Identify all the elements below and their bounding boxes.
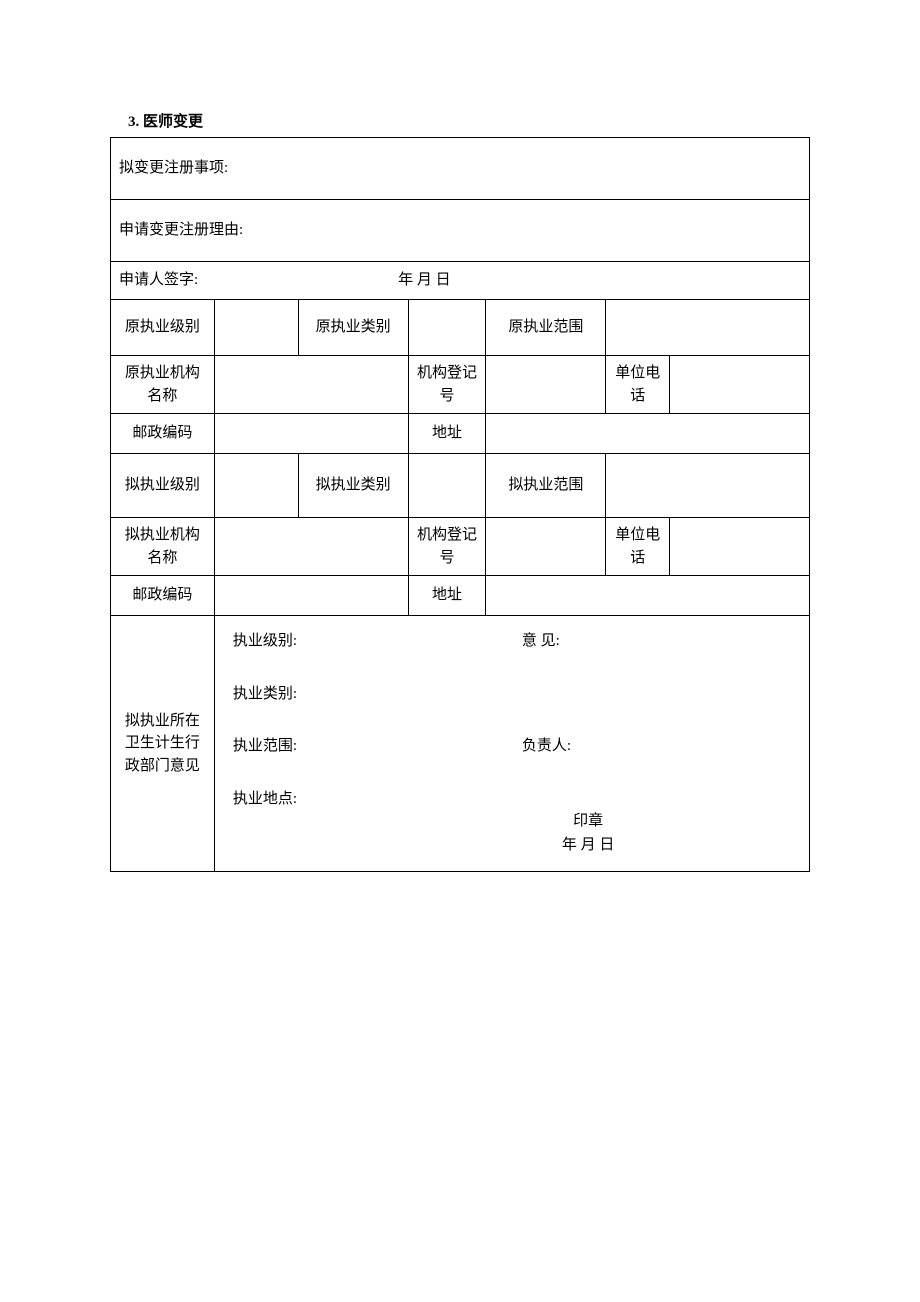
prop-scope-value[interactable] [606,454,810,518]
prop-post-label: 邮政编码 [111,576,215,616]
prop-level-label: 拟执业级别 [111,454,215,518]
opinion-opinion-label: 意 见: [522,630,791,653]
prop-regno-value[interactable] [486,518,606,576]
change-reason-cell[interactable]: 申请变更注册理由: [111,200,810,262]
prop-phone-value[interactable] [670,518,810,576]
prop-post-value[interactable] [214,576,408,616]
prop-org-value[interactable] [214,518,408,576]
opinion-stamp-block: 印章 年 月 日 [562,809,615,857]
orig-addr-value[interactable] [486,414,810,454]
orig-scope-label: 原执业范围 [486,300,606,356]
prop-scope-label: 拟执业范围 [486,454,606,518]
signature-row[interactable]: 申请人签字: 年 月 日 [111,262,810,300]
opinion-level: 执业级别: [233,630,502,653]
change-items-label: 拟变更注册事项: [119,160,228,176]
opinion-left-col: 执业级别: 执业类别: 执业范围: 执业地点: [223,622,512,865]
orig-level-value[interactable] [214,300,298,356]
prop-org-label: 拟执业机构名称 [111,518,215,576]
orig-category-label: 原执业类别 [298,300,408,356]
form-table: 拟变更注册事项: 申请变更注册理由: 申请人签字: 年 月 日 原执业级别 原执… [110,137,810,872]
signature-label: 申请人签字: [119,269,198,292]
opinion-scope: 执业范围: [233,735,502,758]
opinion-person-label: 负责人: [522,735,791,758]
opinion-blank1 [522,683,791,706]
change-items-cell[interactable]: 拟变更注册事项: [111,138,810,200]
orig-org-value[interactable] [214,356,408,414]
prop-regno-label: 机构登记号 [408,518,486,576]
signature-date: 年 月 日 [398,269,451,292]
orig-post-label: 邮政编码 [111,414,215,454]
orig-phone-value[interactable] [670,356,810,414]
opinion-header-label: 拟执业所在卫生计生行政部门意见 [125,713,200,774]
opinion-stamp-text: 印章 [562,809,615,833]
orig-post-value[interactable] [214,414,408,454]
orig-category-value[interactable] [408,300,486,356]
opinion-stamp-date: 年 月 日 [562,833,615,857]
opinion-category: 执业类别: [233,683,502,706]
orig-addr-label: 地址 [408,414,486,454]
opinion-body-cell[interactable]: 执业级别: 执业类别: 执业范围: 执业地点: 意 见: 负责人: 印章 年 月… [214,616,809,872]
section-title: 3. 医师变更 [128,110,810,131]
prop-category-value[interactable] [408,454,486,518]
prop-addr-value[interactable] [486,576,810,616]
orig-phone-label: 单位电话 [606,356,670,414]
orig-regno-value[interactable] [486,356,606,414]
prop-phone-label: 单位电话 [606,518,670,576]
opinion-place: 执业地点: [233,788,502,811]
prop-category-label: 拟执业类别 [298,454,408,518]
change-reason-label: 申请变更注册理由: [119,222,243,238]
orig-regno-label: 机构登记号 [408,356,486,414]
opinion-header-cell: 拟执业所在卫生计生行政部门意见 [111,616,215,872]
opinion-right-col: 意 见: 负责人: 印章 年 月 日 [512,622,801,865]
orig-level-label: 原执业级别 [111,300,215,356]
orig-scope-value[interactable] [606,300,810,356]
prop-level-value[interactable] [214,454,298,518]
prop-addr-label: 地址 [408,576,486,616]
orig-org-label: 原执业机构名称 [111,356,215,414]
